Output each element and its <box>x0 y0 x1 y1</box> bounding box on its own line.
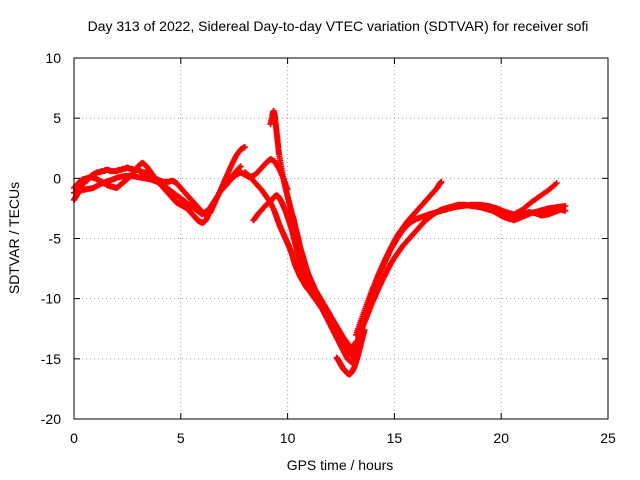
y-tick-label: -15 <box>41 351 61 367</box>
data-point-markers <box>220 156 291 193</box>
tick-layer: 0 5 10 15 20 25 10 5 0 -5 -10 -15 -20 <box>41 50 616 446</box>
series-late-track <box>487 206 569 223</box>
x-tick-label: 20 <box>493 430 509 446</box>
y-tick-label: 5 <box>53 110 61 126</box>
x-axis-label: GPS time / hours <box>287 457 394 473</box>
x-tick-label: 10 <box>280 430 296 446</box>
chart-title: Day 313 of 2022, Sidereal Day-to-day VTE… <box>88 18 589 34</box>
data-point-markers <box>250 192 364 359</box>
grid-layer <box>74 58 608 419</box>
data-point-markers <box>361 180 560 324</box>
series-mid-day-track <box>220 156 291 193</box>
data-point-markers <box>487 206 569 223</box>
series-recovery-arc-c <box>361 180 560 324</box>
y-tick-label: -10 <box>41 291 61 307</box>
y-axis-label: SDTVAR / TECUs <box>6 182 22 294</box>
x-tick-label: 5 <box>177 430 185 446</box>
x-tick-label: 15 <box>387 430 403 446</box>
data-point-markers <box>333 327 368 378</box>
y-tick-label: 0 <box>53 170 61 186</box>
x-tick-label: 25 <box>600 430 616 446</box>
series-minimum-track <box>333 327 368 378</box>
series-pre-storm-arc-b <box>250 192 364 359</box>
x-tick-label: 0 <box>70 430 78 446</box>
y-tick-label: 10 <box>45 50 61 66</box>
y-tick-label: -5 <box>49 231 62 247</box>
y-tick-label: -20 <box>41 411 61 427</box>
